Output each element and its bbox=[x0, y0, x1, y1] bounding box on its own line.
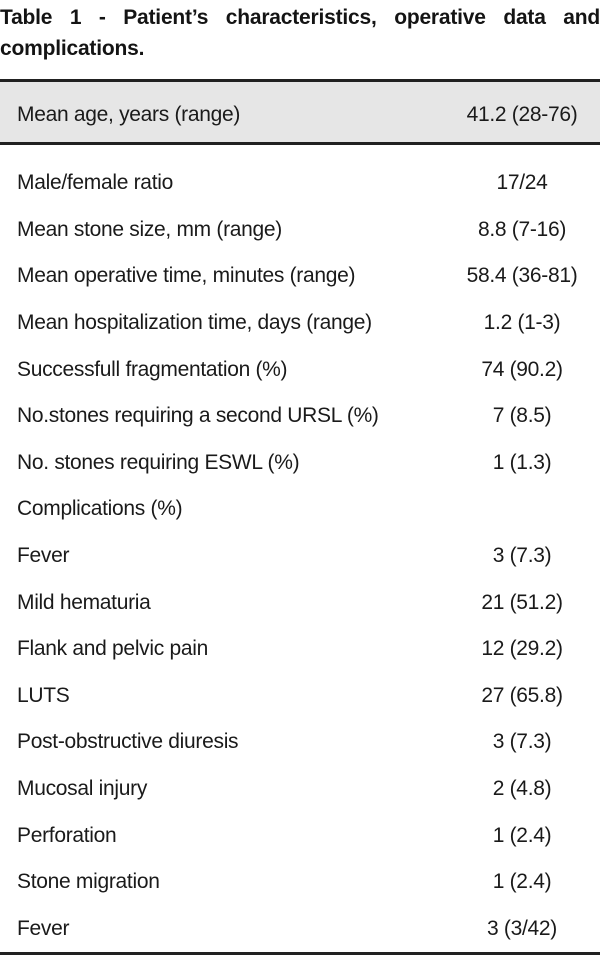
table-row: Male/female ratio 17/24 bbox=[0, 160, 600, 207]
table-row: Flank and pelvic pain 12 (29.2) bbox=[0, 626, 600, 673]
row-value: 8.8 (7-16) bbox=[477, 217, 567, 241]
row-value: 17/24 bbox=[496, 171, 548, 195]
row-value: 12 (29.2) bbox=[481, 637, 563, 661]
row-value: 2 (4.8) bbox=[492, 777, 552, 801]
row-value: 1.2 (1-3) bbox=[483, 311, 561, 335]
row-value: 41.2 (28-76) bbox=[466, 102, 578, 126]
row-label: Mean operative time, minutes (range) bbox=[17, 264, 356, 288]
row-label: Male/female ratio bbox=[17, 171, 173, 195]
row-value: 27 (65.8) bbox=[481, 683, 563, 707]
table-row: Fever 3 (3/42) bbox=[0, 906, 600, 953]
row-label: Mucosal injury bbox=[17, 777, 148, 801]
table-row: LUTS 27 (65.8) bbox=[0, 673, 600, 720]
row-value: 21 (51.2) bbox=[481, 590, 563, 614]
table-row: Stone migration 1 (2.4) bbox=[0, 859, 600, 906]
table-title-line-1: Table 1 - Patient’s characteristics, ope… bbox=[0, 6, 600, 29]
table-row-section: Complications (%) bbox=[0, 486, 600, 533]
table-row: Mean hospitalization time, days (range) … bbox=[0, 300, 600, 347]
row-label: No. stones requiring ESWL (%) bbox=[17, 450, 300, 474]
row-value: 1 (2.4) bbox=[492, 870, 552, 894]
table-body: Male/female ratio 17/24 Mean stone size,… bbox=[0, 145, 600, 952]
table-row: Mean stone size, mm (range) 8.8 (7-16) bbox=[0, 207, 600, 254]
row-label: Complications (%) bbox=[17, 497, 183, 521]
table-title-line-2: complications. bbox=[0, 37, 145, 60]
row-label: Mean hospitalization time, days (range) bbox=[17, 311, 372, 335]
row-label: Perforation bbox=[17, 823, 117, 847]
row-value: 3 (3/42) bbox=[487, 916, 557, 940]
row-value: 3 (7.3) bbox=[492, 544, 552, 568]
table-row: Mucosal injury 2 (4.8) bbox=[0, 766, 600, 813]
table-top-rule bbox=[0, 79, 600, 82]
row-label: Fever bbox=[17, 916, 70, 940]
table-row: Fever 3 (7.3) bbox=[0, 533, 600, 580]
row-value: 58.4 (36-81) bbox=[466, 264, 578, 288]
table-row: Perforation 1 (2.4) bbox=[0, 812, 600, 859]
row-label: Flank and pelvic pain bbox=[17, 637, 208, 661]
table-row: No.stones requiring a second URSL (%) 7 … bbox=[0, 393, 600, 440]
table-header-rule bbox=[0, 142, 600, 145]
row-value: 7 (8.5) bbox=[492, 404, 552, 428]
row-label: Post-obstructive diuresis bbox=[17, 730, 239, 754]
table-row: Post-obstructive diuresis 3 (7.3) bbox=[0, 719, 600, 766]
row-label: Fever bbox=[17, 544, 70, 568]
row-value: 74 (90.2) bbox=[481, 357, 563, 381]
row-label: Mean age, years (range) bbox=[17, 102, 241, 126]
row-label: Mild hematuria bbox=[17, 590, 151, 614]
table-header-row: Mean age, years (range) 41.2 (28-76) bbox=[0, 82, 600, 142]
row-value: 1 (2.4) bbox=[492, 823, 552, 847]
row-label: Successfull fragmentation (%) bbox=[17, 357, 288, 381]
row-label: LUTS bbox=[17, 683, 70, 707]
table-row: Mean operative time, minutes (range) 58.… bbox=[0, 253, 600, 300]
table-row: No. stones requiring ESWL (%) 1 (1.3) bbox=[0, 440, 600, 487]
row-value: 3 (7.3) bbox=[492, 730, 552, 754]
table-bottom-rule bbox=[0, 952, 600, 956]
row-value: 1 (1.3) bbox=[492, 450, 552, 474]
row-label: No.stones requiring a second URSL (%) bbox=[17, 404, 379, 428]
row-label: Stone migration bbox=[17, 870, 160, 894]
row-label: Mean stone size, mm (range) bbox=[17, 217, 283, 241]
table-title: Table 1 - Patient’s characteristics, ope… bbox=[0, 0, 600, 64]
table-row: Mild hematuria 21 (51.2) bbox=[0, 579, 600, 626]
table-row: Successfull fragmentation (%) 74 (90.2) bbox=[0, 346, 600, 393]
